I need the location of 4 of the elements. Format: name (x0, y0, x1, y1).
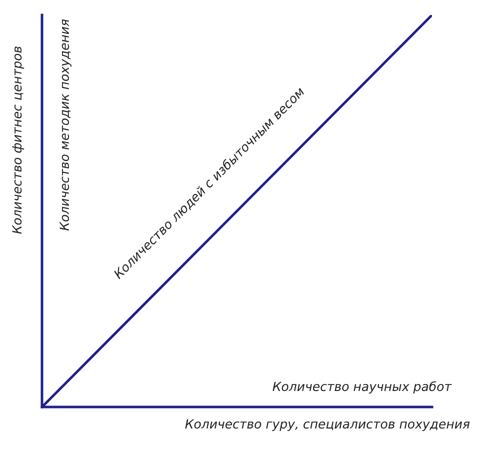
annotation: Количество методик похудения (60, 19, 72, 231)
y-axis-title: Количество фитнес центров (12, 46, 24, 234)
x-axis-title: Количество гуру, специалистов похудения (185, 419, 470, 432)
annotation: Количество научных работ (272, 381, 452, 394)
